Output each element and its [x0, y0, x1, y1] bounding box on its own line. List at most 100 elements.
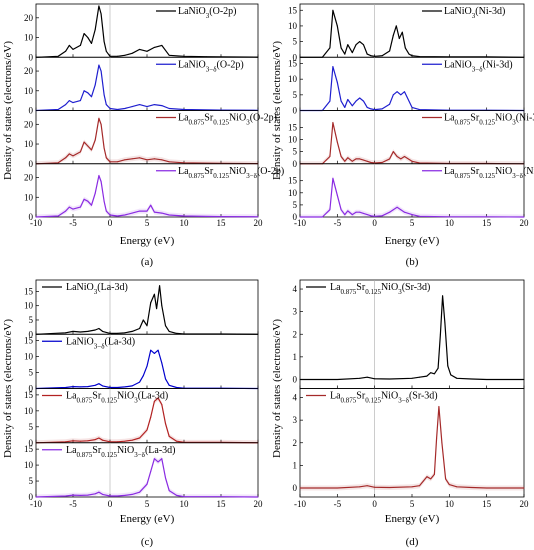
- series-point: [72, 48, 74, 50]
- series-point: [79, 494, 81, 496]
- x-tick-label: 5: [145, 218, 150, 228]
- subplot-2: 0 1 2 3 4 La0.875Sr0.125NiO3−δ(Sr-3d): [293, 388, 525, 498]
- series-point: [347, 157, 349, 159]
- y-tick-label: 15: [288, 5, 298, 15]
- y-tick-label: 0: [29, 159, 34, 169]
- series-point: [124, 108, 126, 109]
- y-tick-label: 0: [293, 52, 298, 62]
- y-tick-label: 0: [293, 374, 298, 384]
- series-point: [344, 160, 346, 162]
- series-point: [105, 210, 107, 212]
- series-point: [321, 216, 323, 218]
- series-point: [366, 214, 368, 216]
- panel-label: (c): [141, 536, 154, 548]
- subplot-4: 0 5 10 15 La0.875Sr0.125NiO3−δ(Ni-3d): [288, 163, 534, 222]
- series-point: [94, 139, 96, 141]
- series-point: [400, 209, 402, 211]
- series-point: [404, 156, 405, 157]
- subplot-1: 0 5 10 15 LaNiO3(Ni-3d): [288, 3, 525, 62]
- x-tick-label: 10: [180, 499, 190, 509]
- legend-entry: LaNiO3(Ni-3d): [444, 6, 505, 20]
- y-tick-label: 15: [24, 390, 34, 400]
- series-point: [87, 440, 89, 442]
- series-point: [105, 50, 107, 52]
- series-point: [79, 206, 81, 208]
- x-tick-label: 20: [520, 499, 530, 509]
- series-point: [347, 44, 349, 46]
- series-point: [355, 100, 357, 102]
- subplot-3: 0 5 10 15 La0.875Sr0.125NiO3(La-3d): [24, 388, 259, 448]
- series-point: [183, 215, 185, 217]
- x-axis-label: Energy (eV): [120, 235, 175, 247]
- series-point: [153, 352, 155, 354]
- y-tick-label: 5: [293, 37, 298, 47]
- series-point: [91, 204, 92, 206]
- series-point: [389, 50, 391, 52]
- series-point: [116, 161, 118, 163]
- y-tick-label: 10: [288, 74, 298, 84]
- series-point: [153, 293, 155, 295]
- series-point: [340, 209, 342, 211]
- series-point: [183, 162, 185, 164]
- subplot-1: 0 10 20 LaNiO3(O-2p): [24, 3, 259, 62]
- series-line: [300, 177, 525, 218]
- series-point: [72, 386, 74, 388]
- series-point: [83, 33, 85, 35]
- subplot-4: 0 5 10 15 La0.875Sr0.125NiO3−δ(La-3d): [24, 442, 259, 502]
- subplot-1: 0 1 2 3 4 La0.875Sr0.125NiO3(Sr-3d): [293, 279, 525, 389]
- y-tick-label: 4: [293, 284, 298, 294]
- series-point: [94, 192, 96, 194]
- series-point: [441, 442, 443, 444]
- series-line: [35, 117, 259, 165]
- series-point: [340, 156, 342, 157]
- series-point: [400, 94, 402, 96]
- series-point: [411, 55, 413, 57]
- y-tick-label: 1: [293, 352, 298, 362]
- series-point: [94, 493, 96, 495]
- y-tick-label: 20: [24, 119, 34, 129]
- series-point: [400, 158, 402, 160]
- series-point: [426, 476, 428, 478]
- y-tick-label: 10: [24, 301, 34, 311]
- y-tick-label: 15: [288, 59, 298, 69]
- series-point: [389, 487, 391, 488]
- series-point: [392, 151, 394, 153]
- legend-entry: La0.875Sr0.125NiO3−δ(La-3d): [66, 445, 175, 459]
- subplot-3: 0 10 20 La0.875Sr0.125NiO3(O-2p): [24, 110, 277, 169]
- y-tick-label: 0: [293, 106, 298, 116]
- series-point: [168, 490, 170, 492]
- x-tick-label: -10: [30, 218, 42, 228]
- series-point: [131, 439, 133, 441]
- series-point: [65, 210, 67, 212]
- y-tick-label: 5: [293, 200, 298, 210]
- legend-entry: La0.875Sr0.125NiO3(Sr-3d): [330, 282, 430, 296]
- series-point: [79, 331, 81, 333]
- y-tick-label: 0: [29, 492, 34, 502]
- series-point: [109, 441, 111, 443]
- y-tick-label: 0: [29, 52, 34, 62]
- y-axis-label: Density of states (electrons/eV): [2, 41, 14, 180]
- series-point: [65, 104, 67, 106]
- series-point: [98, 491, 100, 493]
- x-tick-label: 0: [372, 218, 377, 228]
- series-point: [124, 214, 126, 216]
- x-axis-label: Energy (eV): [385, 235, 440, 247]
- y-tick-label: 0: [29, 438, 34, 448]
- x-tick-label: 10: [180, 218, 190, 228]
- series-point: [109, 161, 111, 163]
- series-point: [150, 349, 152, 351]
- series-point: [72, 155, 74, 157]
- series-point: [359, 41, 361, 43]
- legend-entry: LaNiO3−δ(La-3d): [66, 336, 135, 350]
- series-point: [433, 373, 435, 375]
- series-point: [396, 156, 398, 157]
- x-tick-label: -5: [69, 499, 77, 509]
- series-point: [98, 175, 100, 177]
- series-point: [157, 461, 159, 463]
- series-point: [438, 406, 440, 408]
- series-point: [79, 440, 81, 442]
- series-point: [100, 13, 102, 15]
- series-point: [109, 214, 111, 216]
- panel-d: 0 1 2 3 4 La0.875Sr0.125NiO3(Sr-3d) 0 1 2 3 4 La0.8…: [271, 279, 530, 548]
- series-point: [366, 376, 368, 378]
